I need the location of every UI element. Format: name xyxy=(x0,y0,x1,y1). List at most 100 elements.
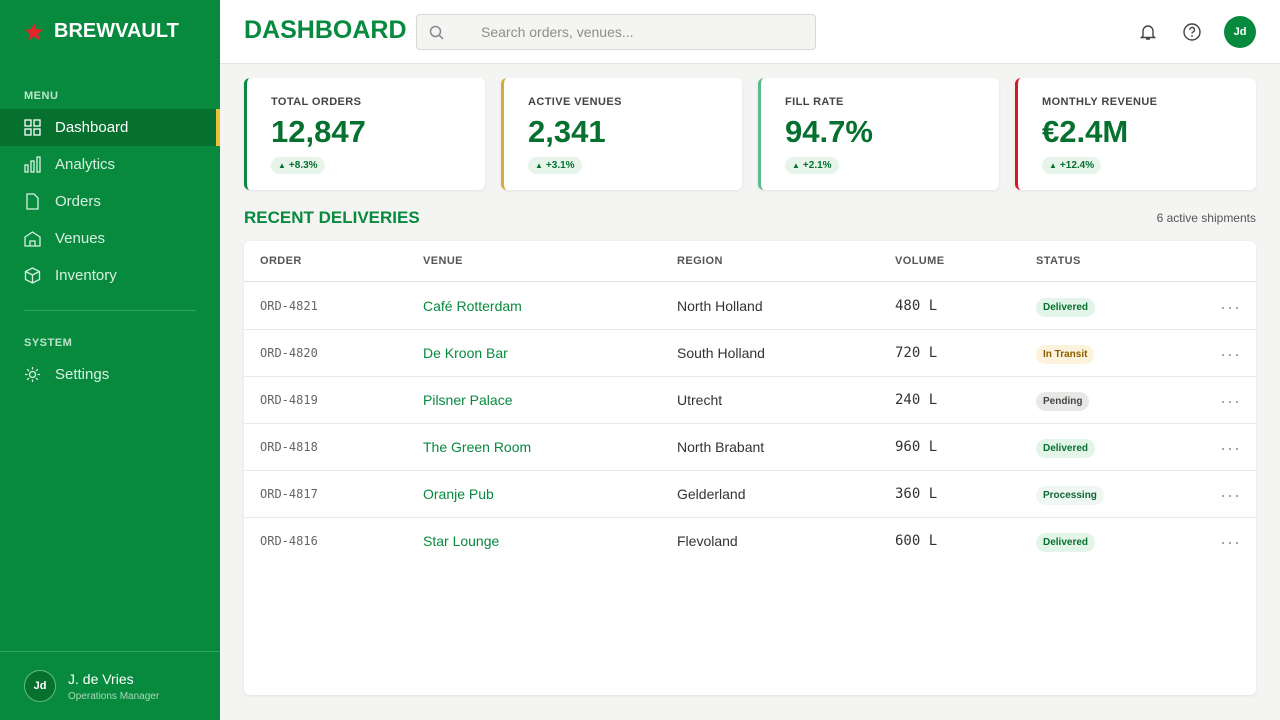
volume: 240 L xyxy=(895,392,938,408)
column-header: ORDER xyxy=(260,255,302,267)
row-menu[interactable]: ··· xyxy=(1220,485,1241,505)
region: Utrecht xyxy=(677,392,723,408)
nav-icon xyxy=(24,267,41,284)
nav-item[interactable]: Venues xyxy=(0,220,220,257)
nav-label: Inventory xyxy=(55,267,117,284)
nav-label: Orders xyxy=(55,193,101,210)
status-badge: Delivered xyxy=(1036,298,1096,317)
nav-icon xyxy=(24,119,41,136)
kpi-change: ▲ +12.4% xyxy=(1042,157,1102,174)
nav-label: Dashboard xyxy=(55,119,129,136)
search-input[interactable]: Search orders, venues... xyxy=(416,14,816,50)
status-badge: In Transit xyxy=(1036,345,1095,364)
nav-icon xyxy=(25,367,40,382)
kpi-card: TOTAL ORDERS 12,847 ▲ +8.3% xyxy=(244,78,485,190)
row-menu[interactable]: ··· xyxy=(1220,297,1241,317)
logo-star xyxy=(24,22,44,41)
deliveries-table: ORDER VENUE REGION VOLUME STATUS ORD-4821 Café… xyxy=(244,241,1256,695)
order-id: ORD-4817 xyxy=(260,487,318,501)
kpi-value: €2.4M xyxy=(1042,114,1129,149)
row-menu[interactable]: ··· xyxy=(1220,391,1241,411)
nav-item[interactable]: Inventory xyxy=(0,257,220,294)
region: Flevoland xyxy=(677,533,738,549)
kpi-change: ▲ +8.3% xyxy=(271,157,325,174)
kpi-card: MONTHLY REVENUE €2.4M ▲ +12.4% xyxy=(1015,78,1256,190)
table-row: ORD-4821 Café Rotterdam North Holland 480 L… xyxy=(244,283,1256,330)
section-note: 6 active shipments xyxy=(1156,211,1256,225)
up-arrow: ▲ xyxy=(792,161,800,170)
order-id: ORD-4820 xyxy=(260,346,318,360)
user-role: Operations Manager xyxy=(68,691,160,702)
order-id: ORD-4818 xyxy=(260,440,318,454)
venue-link[interactable]: Café Rotterdam xyxy=(423,298,522,314)
region: Gelderland xyxy=(677,486,746,502)
up-arrow: ▲ xyxy=(535,161,543,170)
venue-link[interactable]: De Kroon Bar xyxy=(423,345,508,361)
kpi-card: FILL RATE 94.7% ▲ +2.1% xyxy=(758,78,999,190)
kpi-value: 2,341 xyxy=(528,114,606,149)
header-avatar[interactable]: Jd xyxy=(1224,16,1256,48)
kpi-label: FILL RATE xyxy=(785,96,844,108)
up-arrow: ▲ xyxy=(278,161,286,170)
venue-link[interactable]: The Green Room xyxy=(423,439,532,455)
kpi-value: 12,847 xyxy=(271,114,366,149)
nav-icon xyxy=(26,193,39,210)
volume: 480 L xyxy=(895,298,938,314)
brand-name: BREWVAULT xyxy=(54,20,179,42)
menu-label: MENU xyxy=(24,90,59,102)
venue-link[interactable]: Oranje Pub xyxy=(423,486,494,502)
kpi-label: TOTAL ORDERS xyxy=(271,96,362,108)
kpi-change-value: +3.1% xyxy=(545,160,575,171)
region: North Brabant xyxy=(677,439,765,455)
nav-item[interactable]: Settings xyxy=(0,356,220,393)
column-header: REGION xyxy=(677,255,723,267)
row-menu[interactable]: ··· xyxy=(1220,532,1241,552)
user-avatar: Jd xyxy=(24,670,56,702)
volume: 960 L xyxy=(895,439,938,455)
nav-item[interactable]: Analytics xyxy=(0,146,220,183)
notifications-button[interactable] xyxy=(1138,22,1158,42)
sidebar: BREWVAULT MENU SYSTEM Jd J. de Vries Ope… xyxy=(0,0,220,720)
user-name: J. de Vries xyxy=(68,671,134,687)
order-id: ORD-4816 xyxy=(260,534,318,548)
region: South Holland xyxy=(677,345,765,361)
venue-link[interactable]: Star Lounge xyxy=(423,533,500,549)
nav-label: Settings xyxy=(55,366,110,383)
column-header: VOLUME xyxy=(895,255,945,267)
kpi-label: MONTHLY REVENUE xyxy=(1042,96,1158,108)
header: DASHBOARD Search orders, venues... Jd xyxy=(220,0,1280,64)
volume: 720 L xyxy=(895,345,938,361)
status-badge: Pending xyxy=(1036,392,1090,411)
region: North Holland xyxy=(677,298,763,314)
row-menu[interactable]: ··· xyxy=(1220,344,1241,364)
kpi-change-value: +12.4% xyxy=(1059,160,1095,171)
table-row: ORD-4816 Star Lounge Flevoland 600 L Deliver… xyxy=(244,518,1256,565)
table-row: ORD-4819 Pilsner Palace Utrecht 240 L Pendin… xyxy=(244,377,1256,424)
nav-icon xyxy=(24,231,41,247)
up-arrow: ▲ xyxy=(1049,161,1057,170)
brand: BREWVAULT xyxy=(24,20,179,43)
status-badge: Processing xyxy=(1036,486,1104,505)
table-row: ORD-4817 Oranje Pub Gelderland 360 L Process… xyxy=(244,471,1256,518)
kpi-card: ACTIVE VENUES 2,341 ▲ +3.1% xyxy=(501,78,742,190)
order-id: ORD-4821 xyxy=(260,299,318,313)
help-button[interactable] xyxy=(1182,22,1202,42)
row-menu[interactable]: ··· xyxy=(1220,438,1241,458)
order-id: ORD-4819 xyxy=(260,393,318,407)
nav-label: Venues xyxy=(55,230,106,247)
venue-link[interactable]: Pilsner Palace xyxy=(423,392,513,408)
nav-label: Analytics xyxy=(55,156,116,173)
table-row: ORD-4820 De Kroon Bar South Holland 720 L In… xyxy=(244,330,1256,377)
user-panel[interactable]: Jd J. de Vries Operations Manager xyxy=(0,651,220,720)
table-row: ORD-4818 The Green Room North Brabant 960 L… xyxy=(244,424,1256,471)
nav-item[interactable]: Dashboard xyxy=(0,109,220,146)
divider xyxy=(24,310,196,311)
system-label: SYSTEM xyxy=(24,337,73,349)
kpi-label: ACTIVE VENUES xyxy=(528,96,622,108)
status-badge: Delivered xyxy=(1036,533,1096,552)
nav-item[interactable]: Orders xyxy=(0,183,220,220)
search-placeholder: Search orders, venues... xyxy=(481,24,634,40)
volume: 360 L xyxy=(895,486,938,502)
nav-icon xyxy=(24,156,41,173)
